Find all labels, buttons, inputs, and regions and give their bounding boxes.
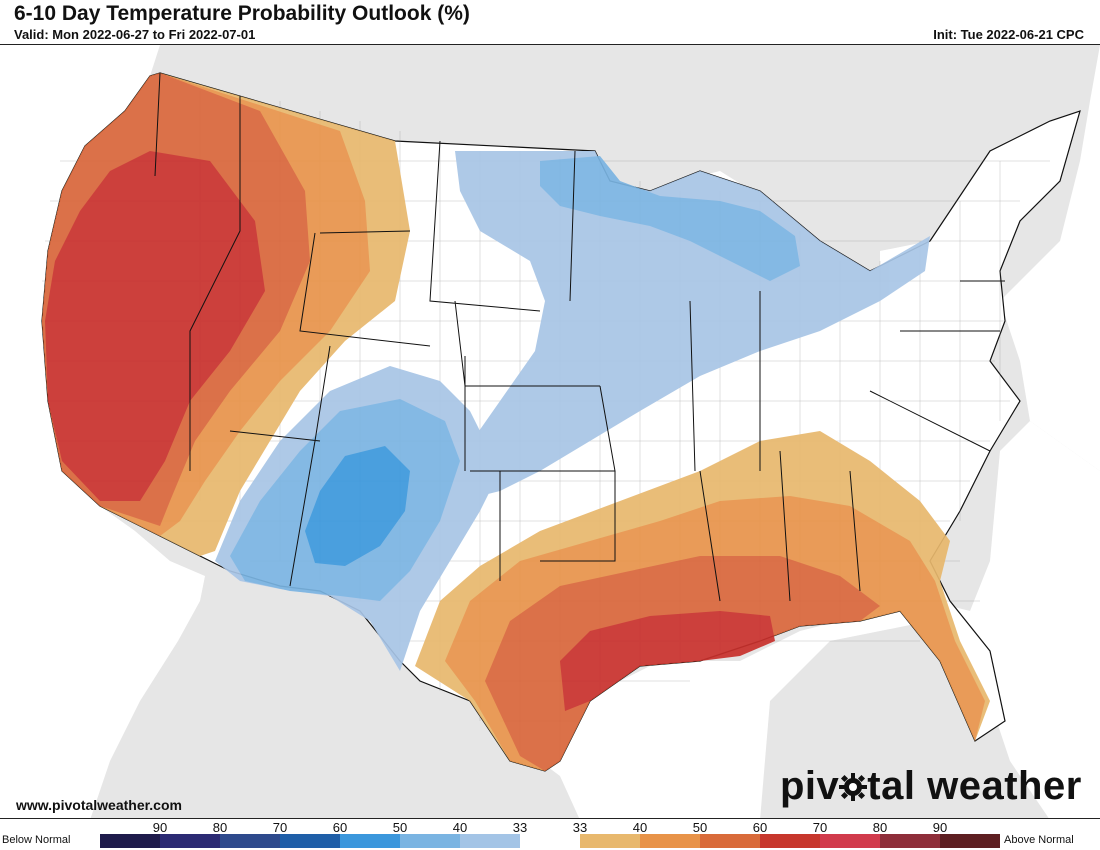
website-url[interactable]: www.pivotalweather.com <box>16 797 182 813</box>
outlook-map[interactable] <box>0 44 1100 819</box>
scale-tick-label: 80 <box>212 820 228 835</box>
scale-bin <box>820 834 880 848</box>
logo-text-start: piv <box>780 764 840 808</box>
color-scale: Below Normal 90 80 70 60 50 40 33 33 40 50 60 70 80 9… <box>0 819 1100 850</box>
scale-bins <box>100 834 1000 848</box>
scale-bin <box>160 834 220 848</box>
pivotal-weather-logo: piv tal weather <box>780 764 1082 809</box>
scale-tick-label: 33 <box>572 820 588 835</box>
scale-tick-label: 50 <box>692 820 708 835</box>
below-normal-label: Below Normal <box>2 834 71 846</box>
atlantic-ocean <box>1000 45 1100 471</box>
scale-tick-label: 33 <box>512 820 528 835</box>
state-borders <box>154 72 1005 602</box>
logo-text-end: tal weather <box>867 764 1082 808</box>
scale-bin <box>220 834 280 848</box>
above-normal-label: Above Normal <box>1004 834 1074 846</box>
below-50-north <box>540 156 800 281</box>
scale-bin <box>580 834 640 848</box>
scale-bin <box>400 834 460 848</box>
scale-bin <box>880 834 940 848</box>
scale-tick-label: 80 <box>872 820 888 835</box>
scale-bin <box>520 834 580 848</box>
init-time: Init: Tue 2022-06-21 CPC <box>933 27 1084 42</box>
scale-bin <box>280 834 340 848</box>
scale-tick-label: 70 <box>272 820 288 835</box>
scale-bin <box>460 834 520 848</box>
gear-icon <box>839 766 868 801</box>
above-70-west <box>45 151 265 501</box>
scale-ticks: 90 80 70 60 50 40 33 33 40 50 60 70 80 90 <box>100 820 1000 835</box>
pacific-ocean <box>0 45 205 818</box>
scale-bin <box>760 834 820 848</box>
scale-bin <box>640 834 700 848</box>
gulf-of-mexico <box>420 421 1100 818</box>
scale-tick-label: 50 <box>392 820 408 835</box>
scale-tick-label: 90 <box>152 820 168 835</box>
map-title: 6-10 Day Temperature Probability Outlook… <box>14 2 470 25</box>
scale-tick-label: 40 <box>452 820 468 835</box>
scale-tick-label: 60 <box>332 820 348 835</box>
scale-bin <box>340 834 400 848</box>
scale-bin <box>100 834 160 848</box>
scale-bin <box>940 834 1000 848</box>
scale-tick-label: 90 <box>932 820 948 835</box>
scale-tick-label: 40 <box>632 820 648 835</box>
probability-shading <box>42 73 990 771</box>
scale-bin <box>700 834 760 848</box>
above-60-southeast <box>485 556 880 771</box>
scale-tick-label: 70 <box>812 820 828 835</box>
above-70-southeast <box>560 611 775 711</box>
scale-tick-label: 60 <box>752 820 768 835</box>
below-40-north <box>455 151 930 501</box>
valid-period: Valid: Mon 2022-06-27 to Fri 2022-07-01 <box>14 27 256 42</box>
below-60-southwest <box>305 446 410 566</box>
